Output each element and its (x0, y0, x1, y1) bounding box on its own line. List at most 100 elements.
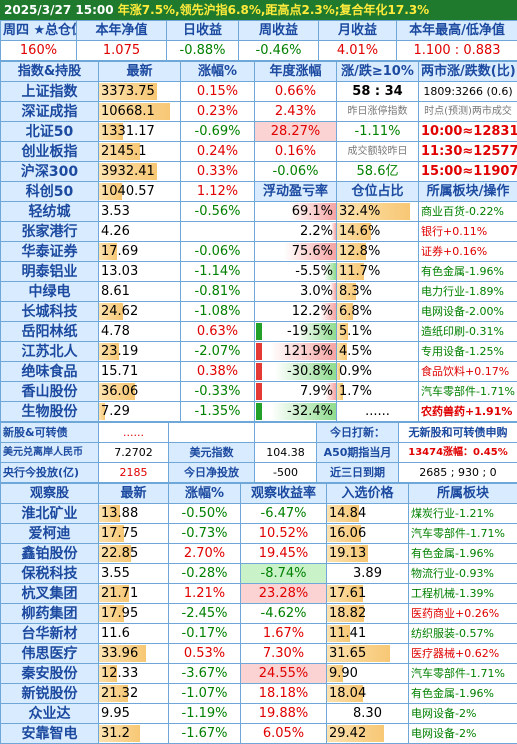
watch-price: 9.95 (99, 704, 169, 724)
watch-name[interactable]: 众业达 (1, 704, 99, 724)
holding-change: -1.08% (181, 302, 255, 322)
monthly-return: 4.01% (319, 41, 397, 61)
holding-name[interactable]: 江苏北人 (1, 342, 99, 362)
holding-price: 17.69 (99, 242, 181, 262)
watch-price: 17.75 (99, 524, 169, 544)
indices-table: 指数&持股 最新 涨幅% 年度涨幅 涨/跌≥10% 两市涨/跌数(比) 上证指数… (0, 61, 517, 422)
holding-price: 8.61 (99, 282, 181, 302)
index-price: 3932.41 (99, 162, 181, 182)
holding-name[interactable]: 华泰证券 (1, 242, 99, 262)
index-price: 3373.75 (99, 82, 181, 102)
today-ipo-label: 今日打新： (317, 423, 399, 443)
watch-name[interactable]: 淮北矿业 (1, 504, 99, 524)
holding-name[interactable]: 岳阳林纸 (1, 322, 99, 342)
watch-entry: 18.04 (327, 684, 409, 704)
index-name[interactable]: 科创50 (1, 182, 99, 202)
holding-position: 32.4% (337, 202, 419, 222)
watch-name[interactable]: 鑫铂股份 (1, 544, 99, 564)
holding-sector: 电力行业-1.89% (419, 282, 517, 302)
watch-sector: 汽车零部件-1.71% (409, 664, 517, 684)
col-header: 指数&持股 (1, 62, 99, 82)
holding-change: -1.35% (181, 402, 255, 422)
holding-name[interactable]: 张家港行 (1, 222, 99, 242)
watch-sector: 有色金属-1.96% (409, 684, 517, 704)
index-name[interactable]: 深证成指 (1, 102, 99, 122)
index-change: 1.12% (181, 182, 255, 202)
watch-return: -8.74% (241, 564, 327, 584)
holding-price: 7.29 (99, 402, 181, 422)
daily-return: -0.88% (167, 41, 239, 61)
index-change: 0.24% (181, 142, 255, 162)
col-header: 年度涨幅 (255, 62, 337, 82)
holding-price: 4.78 (99, 322, 181, 342)
holding-name[interactable]: 明泰铝业 (1, 262, 99, 282)
holding-change: -0.81% (181, 282, 255, 302)
holding-pnl: 2.2% (255, 222, 337, 242)
watch-name[interactable]: 新锐股份 (1, 684, 99, 704)
maturity-value: 2685 ; 930 ; 0 (399, 463, 517, 483)
watch-sector: 医药商业+0.26% (409, 604, 517, 624)
watch-name[interactable]: 保税科技 (1, 564, 99, 584)
holding-price: 3.53 (99, 202, 181, 222)
watch-return: 19.88% (241, 704, 327, 724)
watch-change: -1.67% (169, 724, 241, 744)
holding-position: ...... (337, 402, 419, 422)
watch-name[interactable]: 台华新材 (1, 624, 99, 644)
holding-name[interactable]: 绝味食品 (1, 362, 99, 382)
watch-name[interactable]: 伟思医疗 (1, 644, 99, 664)
holding-change: 0.63% (181, 322, 255, 342)
watch-name[interactable]: 爱柯迪 (1, 524, 99, 544)
new-ipo-label: 新股&可转债 (1, 423, 99, 443)
watch-entry: 17.61 (327, 584, 409, 604)
pboc-value: 2185 (99, 463, 169, 483)
holding-sector: 电网设备-2.00% (419, 302, 517, 322)
watch-return: 24.55% (241, 664, 327, 684)
watch-price: 22.85 (99, 544, 169, 564)
holding-name[interactable]: 香山股份 (1, 382, 99, 402)
watch-return: 10.52% (241, 524, 327, 544)
col-header: 涨幅% (169, 484, 241, 504)
index-change: -0.69% (181, 122, 255, 142)
watch-sector: 电网设备-2% (409, 724, 517, 744)
weekly-return: -0.46% (239, 41, 319, 61)
watch-price: 33.96 (99, 644, 169, 664)
watch-return: -4.62% (241, 604, 327, 624)
index-name[interactable]: 沪深300 (1, 162, 99, 182)
index-name[interactable]: 上证指数 (1, 82, 99, 102)
holding-pnl: -19.5% (255, 322, 337, 342)
net-injection-label: 今日净投放 (169, 463, 255, 483)
watch-return: 7.30% (241, 644, 327, 664)
holding-change: -2.07% (181, 342, 255, 362)
index-ytd: 0.16% (255, 142, 337, 162)
watch-sector: 电网设备-2% (409, 704, 517, 724)
watch-name[interactable]: 安靠智电 (1, 724, 99, 744)
holding-position: 5.1% (337, 322, 419, 342)
watch-name[interactable]: 杭叉集团 (1, 584, 99, 604)
holding-name[interactable]: 长城科技 (1, 302, 99, 322)
net-injection-value: -500 (255, 463, 317, 483)
watch-name[interactable]: 秦安股份 (1, 664, 99, 684)
holding-pnl: 69.1% (255, 202, 337, 222)
watch-name[interactable]: 柳药集团 (1, 604, 99, 624)
watch-change: 0.53% (169, 644, 241, 664)
holding-price: 13.03 (99, 262, 181, 282)
holding-name[interactable]: 中绿电 (1, 282, 99, 302)
watch-sector: 有色金属-1.96% (409, 544, 517, 564)
holding-name[interactable]: 轻纺城 (1, 202, 99, 222)
holding-position: 0.9% (337, 362, 419, 382)
holding-price: 24.62 (99, 302, 181, 322)
empty-cell (169, 423, 255, 443)
a50-value: 13474涨幅：0.45% (399, 443, 517, 463)
info-label: 昨日涨停指数 (337, 102, 419, 122)
holding-change: -0.56% (181, 202, 255, 222)
watch-entry: 9.90 (327, 664, 409, 684)
watch-change: -1.07% (169, 684, 241, 704)
new-ipo-value: ...... (99, 423, 169, 443)
watch-sector: 工程机械-1.39% (409, 584, 517, 604)
index-name[interactable]: 北证50 (1, 122, 99, 142)
watch-return: 1.67% (241, 624, 327, 644)
index-name[interactable]: 创业板指 (1, 142, 99, 162)
summary-header: 月收益 (319, 21, 397, 41)
holding-name[interactable]: 生物股份 (1, 402, 99, 422)
holding-position: 8.3% (337, 282, 419, 302)
